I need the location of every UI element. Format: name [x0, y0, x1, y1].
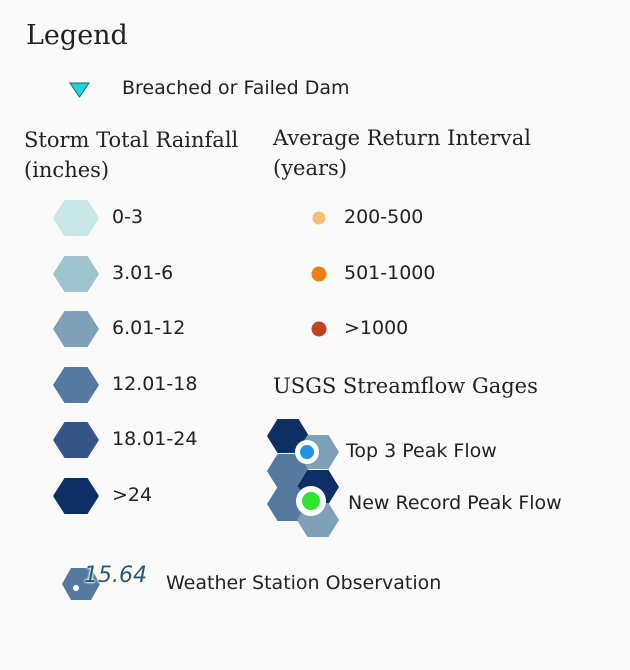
top-peak-flow-dot [300, 445, 314, 459]
rainfall-hex-icon [53, 366, 99, 403]
rainfall-label-1: 3.01-6 [112, 261, 174, 284]
return-interval-heading-line2: (years) [273, 156, 348, 180]
rainfall-label-3: 12.01-18 [112, 372, 198, 395]
rainfall-swatch-2 [53, 311, 99, 347]
weather-station-value: 15.64 [84, 563, 147, 588]
dam-label: Breached or Failed Dam [122, 77, 350, 99]
return-interval-swatch-0 [312, 211, 326, 225]
rainfall-swatch-0 [53, 200, 99, 236]
rainfall-heading-line1: Storm Total Rainfall [24, 128, 239, 152]
rainfall-swatch-4 [53, 422, 99, 458]
return-interval-swatch-1 [311, 266, 327, 281]
rainfall-hex-icon [53, 311, 99, 347]
return-interval-heading-line1: Average Return Interval [273, 126, 531, 150]
triangle-down-icon [69, 82, 90, 98]
rainfall-heading-line2: (inches) [24, 158, 110, 182]
weather-station-label: Weather Station Observation [166, 572, 442, 594]
return-interval-label-0: 200-500 [344, 206, 424, 228]
rainfall-swatch-3 [53, 366, 99, 403]
gages-heading: USGS Streamflow Gages [273, 374, 538, 398]
return-interval-swatch-2 [311, 321, 327, 337]
weather-station-icon [62, 568, 100, 600]
return-interval-dot-icon [311, 321, 327, 337]
rainfall-label-2: 6.01-12 [112, 317, 186, 339]
return-interval-heading: Average Return Interval (years) [273, 123, 531, 183]
rainfall-hex-icon [53, 200, 99, 236]
rainfall-hex-icon [53, 255, 99, 292]
rainfall-label-0: 0-3 [112, 206, 144, 228]
rainfall-heading: Storm Total Rainfall (inches) [24, 125, 238, 185]
rainfall-swatch-1 [53, 255, 99, 292]
rainfall-hex-icon [53, 422, 99, 458]
gage-record-peak-label: New Record Peak Flow [348, 492, 562, 514]
return-interval-label-2: >1000 [344, 317, 409, 339]
dam-marker [69, 82, 90, 98]
gage-hex-cluster-icon [267, 419, 339, 537]
gage-top-peak-label: Top 3 Peak Flow [346, 440, 497, 462]
rainfall-label-4: 18.01-24 [112, 428, 198, 450]
legend-title: Legend [26, 20, 128, 51]
return-interval-dot-icon [311, 266, 327, 281]
rainfall-swatch-5 [53, 477, 99, 514]
return-interval-label-1: 501-1000 [344, 261, 436, 284]
gage-hex-2 [267, 454, 309, 488]
record-peak-flow-dot [302, 492, 320, 510]
return-interval-dot-icon [312, 211, 326, 225]
rainfall-hex-icon [53, 477, 99, 514]
rainfall-label-5: >24 [112, 483, 153, 506]
